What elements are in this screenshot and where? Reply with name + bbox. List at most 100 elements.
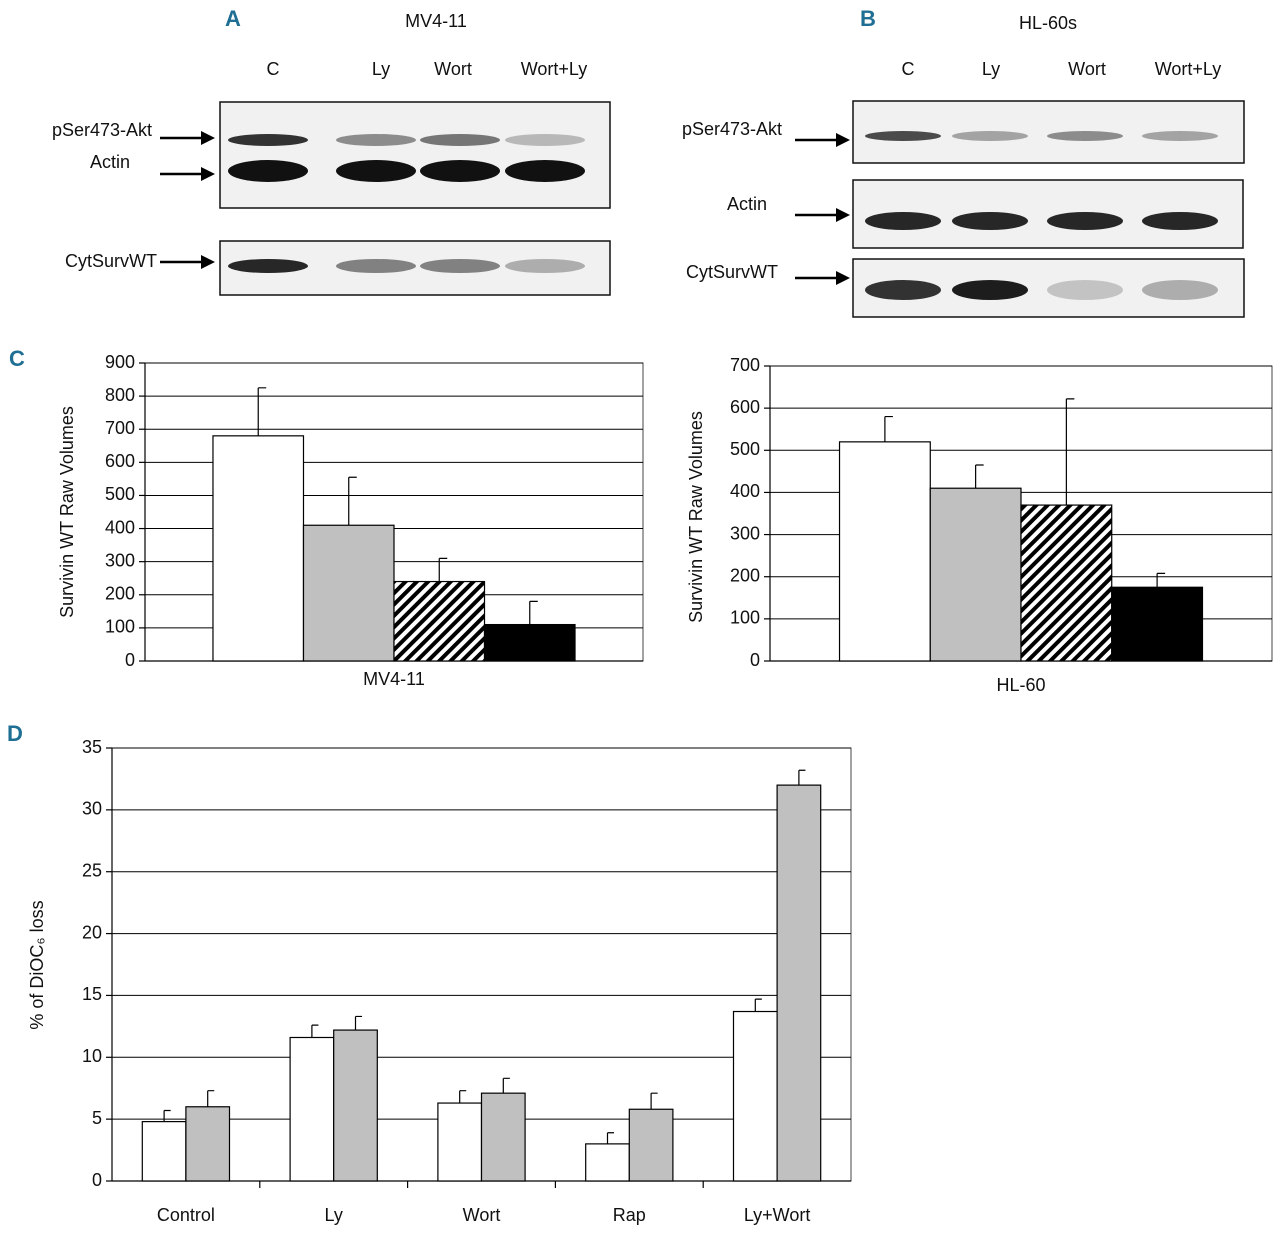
- bar: [289, 1036, 335, 1182]
- x-tick-label: Control: [157, 1205, 215, 1225]
- blot-band: [952, 131, 1028, 141]
- blot-band: [420, 160, 500, 182]
- blot-band: [1142, 131, 1218, 141]
- error-bar: [163, 1109, 171, 1122]
- error-bar: [354, 1015, 363, 1031]
- blot-band: [420, 134, 500, 146]
- bar: [1020, 504, 1113, 662]
- error-bar: [207, 1090, 215, 1107]
- x-tick-label: Ly: [325, 1205, 343, 1225]
- error-bar: [1156, 572, 1166, 588]
- blot-title: HL-60s: [1019, 13, 1077, 33]
- bar: [732, 1010, 778, 1182]
- lane-label: Wort: [434, 59, 472, 79]
- blot-band: [505, 160, 585, 182]
- y-tick-label: 20: [82, 922, 102, 942]
- y-tick-label: 5: [92, 1108, 102, 1128]
- y-tick-label: 30: [82, 799, 102, 819]
- arrow-head: [201, 255, 215, 269]
- y-tick-label: 35: [82, 737, 102, 757]
- blot-band: [228, 160, 308, 182]
- blot-band: [505, 134, 585, 146]
- bar: [628, 1108, 674, 1182]
- y-tick-label: 300: [730, 523, 760, 543]
- bar: [483, 623, 576, 662]
- blot-band: [865, 131, 941, 141]
- arrow-head: [201, 131, 215, 145]
- y-tick-label: 700: [730, 355, 760, 375]
- bar: [302, 524, 395, 662]
- error-bar: [459, 1090, 467, 1104]
- y-axis-title: % of DiOC₆ loss: [27, 900, 47, 1029]
- lane-label: C: [267, 59, 280, 79]
- y-tick-label: 600: [730, 397, 760, 417]
- y-axis-title: Survivin WT Raw Volumes: [57, 406, 77, 618]
- y-tick-label: 900: [105, 352, 135, 372]
- arrow-head: [836, 208, 850, 222]
- blot-band: [1142, 280, 1218, 300]
- y-tick-label: 15: [82, 984, 102, 1004]
- blot-band: [228, 134, 308, 146]
- blot-band: [952, 280, 1028, 300]
- blot-title: MV4-11: [405, 11, 467, 31]
- bar: [480, 1092, 526, 1182]
- y-tick-label: 200: [730, 565, 760, 585]
- blot-band: [336, 160, 416, 182]
- error-bar: [798, 769, 806, 786]
- panel-letter: C: [9, 346, 25, 371]
- row-label: CytSurvWT: [65, 251, 157, 271]
- lane-label: Ly: [372, 59, 390, 79]
- error-bar: [438, 557, 448, 582]
- y-tick-label: 0: [125, 650, 135, 670]
- bar: [1111, 586, 1204, 662]
- bar: [585, 1143, 630, 1182]
- blot-band: [1047, 131, 1123, 141]
- bar: [185, 1106, 231, 1182]
- error-bar: [348, 476, 357, 526]
- y-tick-label: 200: [105, 584, 135, 604]
- y-tick-label: 600: [105, 451, 135, 471]
- error-bar: [529, 600, 538, 625]
- error-bar: [975, 464, 984, 489]
- blot-band: [952, 212, 1028, 230]
- row-label: Actin: [90, 152, 130, 172]
- blot-band: [865, 280, 941, 300]
- lane-label: Ly: [982, 59, 1000, 79]
- lane-label: Wort: [1068, 59, 1106, 79]
- y-tick-label: 100: [105, 617, 135, 637]
- bar: [929, 487, 1022, 662]
- bar: [437, 1102, 483, 1182]
- row-label: pSer473-Akt: [682, 119, 782, 139]
- x-tick-label: HL-60: [996, 675, 1045, 695]
- error-bar: [884, 415, 893, 442]
- bar: [212, 435, 305, 662]
- lane-label: Wort+Ly: [521, 59, 588, 79]
- y-tick-label: 400: [730, 481, 760, 501]
- y-tick-label: 500: [105, 484, 135, 504]
- lane-label: Wort+Ly: [1155, 59, 1222, 79]
- blot-band: [228, 259, 308, 273]
- arrow-head: [836, 133, 850, 147]
- y-tick-label: 0: [92, 1170, 102, 1190]
- blot-band: [336, 134, 416, 146]
- row-label: pSer473-Akt: [52, 120, 152, 140]
- panel-letter: A: [225, 6, 241, 31]
- lane-label: C: [902, 59, 915, 79]
- row-label: CytSurvWT: [686, 262, 778, 282]
- blot-band: [865, 212, 941, 230]
- error-bar: [650, 1092, 658, 1110]
- error-bar: [502, 1077, 510, 1094]
- error-bar: [311, 1024, 319, 1038]
- blot-band: [1047, 212, 1123, 230]
- error-bar: [754, 998, 762, 1012]
- x-tick-label: MV4-11: [363, 669, 425, 689]
- arrow-head: [201, 167, 215, 181]
- y-tick-label: 25: [82, 860, 102, 880]
- error-bar: [606, 1132, 615, 1144]
- row-label: Actin: [727, 194, 767, 214]
- blot-band: [336, 259, 416, 273]
- y-tick-label: 800: [105, 385, 135, 405]
- y-tick-label: 10: [82, 1046, 102, 1066]
